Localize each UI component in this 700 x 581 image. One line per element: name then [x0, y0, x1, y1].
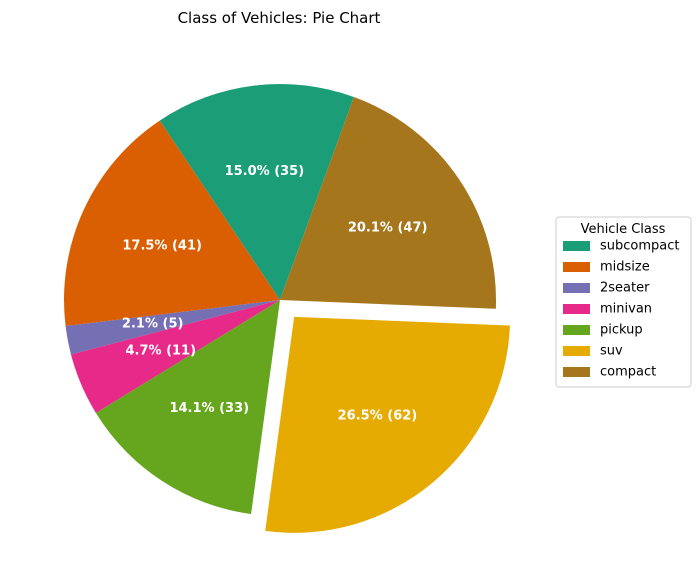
legend-label-subcompact: subcompact: [600, 239, 680, 254]
legend-label-2seater: 2seater: [600, 281, 650, 296]
slice-label-2seater: 2.1% (5): [122, 317, 184, 332]
slice-label-pickup: 14.1% (33): [169, 401, 249, 416]
legend-swatch-pickup: [563, 325, 590, 335]
legend-title: Vehicle Class: [581, 222, 666, 237]
pie-slice-labels: 15.0% (35) 17.5% (41) 2.1% (5) 4.7% (11) 14.…: [122, 164, 428, 424]
slice-label-midsize: 17.5% (41): [122, 239, 202, 254]
legend-swatch-2seater: [563, 283, 590, 293]
legend-swatch-midsize: [563, 262, 590, 272]
slice-label-suv: 26.5% (62): [338, 409, 418, 424]
pie-slice-minivan: [70, 300, 281, 413]
pie-slices: [63, 83, 510, 533]
legend-swatch-minivan: [563, 304, 590, 314]
legend-items: subcompact midsize 2seater minivan pickup suv…: [563, 239, 680, 380]
legend-label-minivan: minivan: [600, 302, 652, 317]
legend-label-pickup: pickup: [600, 323, 643, 338]
legend-swatch-compact: [563, 367, 590, 377]
legend-label-compact: compact: [600, 365, 656, 380]
slice-label-subcompact: 15.0% (35): [225, 164, 305, 179]
legend: Vehicle Class subcompact midsize 2seater mi…: [555, 216, 692, 388]
pie-slice-suv: [265, 316, 510, 533]
legend-label-midsize: midsize: [600, 260, 650, 275]
pie-slice-2seater: [65, 300, 280, 355]
slice-label-minivan: 4.7% (11): [125, 343, 196, 358]
chart-title: Class of Vehicles: Pie Chart: [178, 9, 381, 27]
pie-slice-pickup: [95, 300, 281, 515]
pie-slice-midsize: [63, 120, 280, 327]
pie-slice-subcompact: [159, 83, 354, 300]
legend-swatch-suv: [563, 346, 590, 356]
legend-label-suv: suv: [600, 344, 623, 359]
pie-slice-compact: [280, 97, 496, 309]
slice-label-compact: 20.1% (47): [348, 220, 428, 235]
legend-frame: [555, 216, 692, 388]
legend-swatch-subcompact: [563, 241, 590, 251]
